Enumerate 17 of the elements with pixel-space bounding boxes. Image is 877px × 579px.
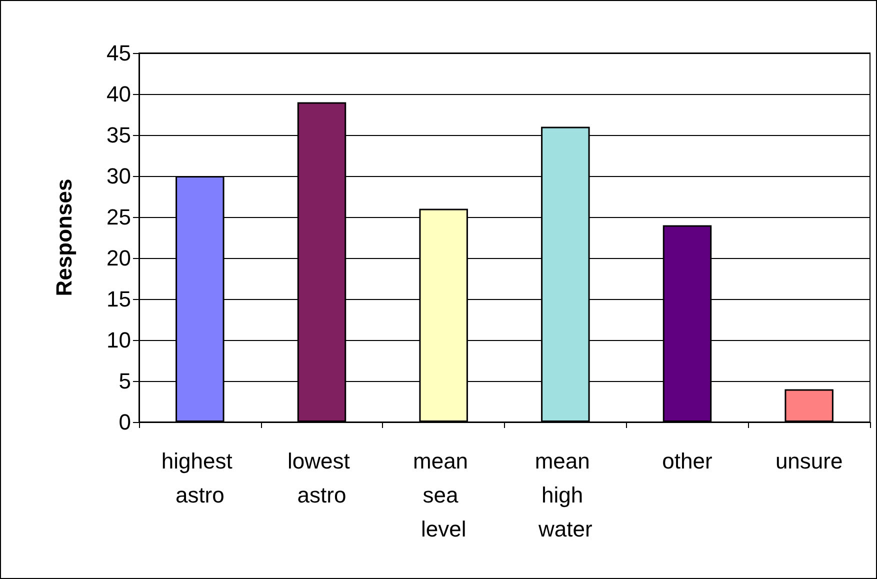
y-tick-label: 5 [118, 368, 131, 394]
x-tick-label: other [662, 448, 712, 474]
x-tick-label: unsure [775, 448, 843, 474]
y-tick-label: 25 [106, 204, 131, 230]
y-tick-label: 40 [106, 82, 131, 106]
y-axis-title: Responses [52, 178, 76, 296]
y-tick-label: 0 [118, 410, 131, 434]
x-tick-label: highest astro [161, 448, 238, 508]
x-tick-label: mean sea level [413, 448, 474, 542]
y-tick-label: 15 [106, 286, 131, 312]
y-tick-label: 35 [106, 122, 131, 148]
x-tick-label: mean high water [534, 448, 596, 542]
y-tick-label: 30 [106, 164, 131, 188]
x-tick-label: lowest astro [288, 448, 356, 508]
y-tick-label: 45 [106, 40, 131, 66]
y-tick-label: 20 [106, 246, 131, 270]
y-tick-label: 10 [106, 328, 131, 352]
